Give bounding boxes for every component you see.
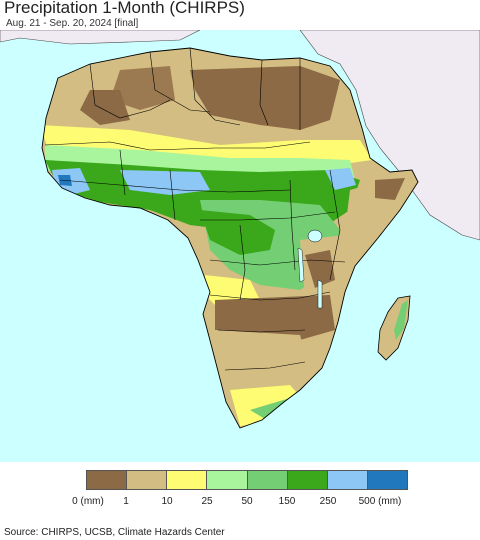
legend-tick-label: 1 [123,496,129,507]
source-credit: Source: CHIRPS, UCSB, Climate Hazards Ce… [4,527,225,538]
zone-somalia-brown [375,178,405,200]
legend-swatch [367,471,407,489]
legend-swatch [327,471,368,489]
legend-swatch [127,471,168,489]
legend-swatch [207,471,248,489]
zone-sahara-east [190,66,340,130]
zone-nigeria-blue [120,170,210,195]
legend-tick-label: 250 [319,496,337,507]
zone-horn-dry [345,170,418,240]
map-subtitle: Aug. 21 - Sep. 20, 2024 [final] [6,18,139,29]
country-borders [44,47,346,371]
europe-landmass [0,30,201,45]
legend-swatch [87,471,128,489]
precipitation-map [0,30,480,462]
zone-zambia-brown [215,295,335,340]
legend-tick-label: 25 [201,496,213,507]
map-title: Precipitation 1-Month (CHIRPS) [4,0,245,17]
legend-tick-label: 500 (mm) [358,496,402,507]
legend-swatch [247,471,288,489]
zone-congo-dark [200,210,275,255]
middle-east-landmass [299,30,480,241]
madagascar-east-green [394,300,408,340]
lake-tanganyika [297,247,305,283]
legend-tick-label: 50 [241,496,253,507]
legend-swatch [167,471,208,489]
legend-tick-label: 10 [161,496,173,507]
lake-malawi [317,279,323,309]
red-sea [346,92,392,170]
zone-sahara-central [110,66,175,110]
zone-tanzania-brown [305,250,335,288]
lake-victoria [307,229,323,243]
zone-ethiopia-blue [325,168,356,190]
legend-tick-label: 150 [278,496,296,507]
zone-sahara-north [80,90,130,125]
legend-swatch [287,471,328,489]
legend-colorbar [86,470,408,490]
legend-tick-label: 0 (mm) [72,496,104,507]
zone-botswana-tan [215,330,310,402]
